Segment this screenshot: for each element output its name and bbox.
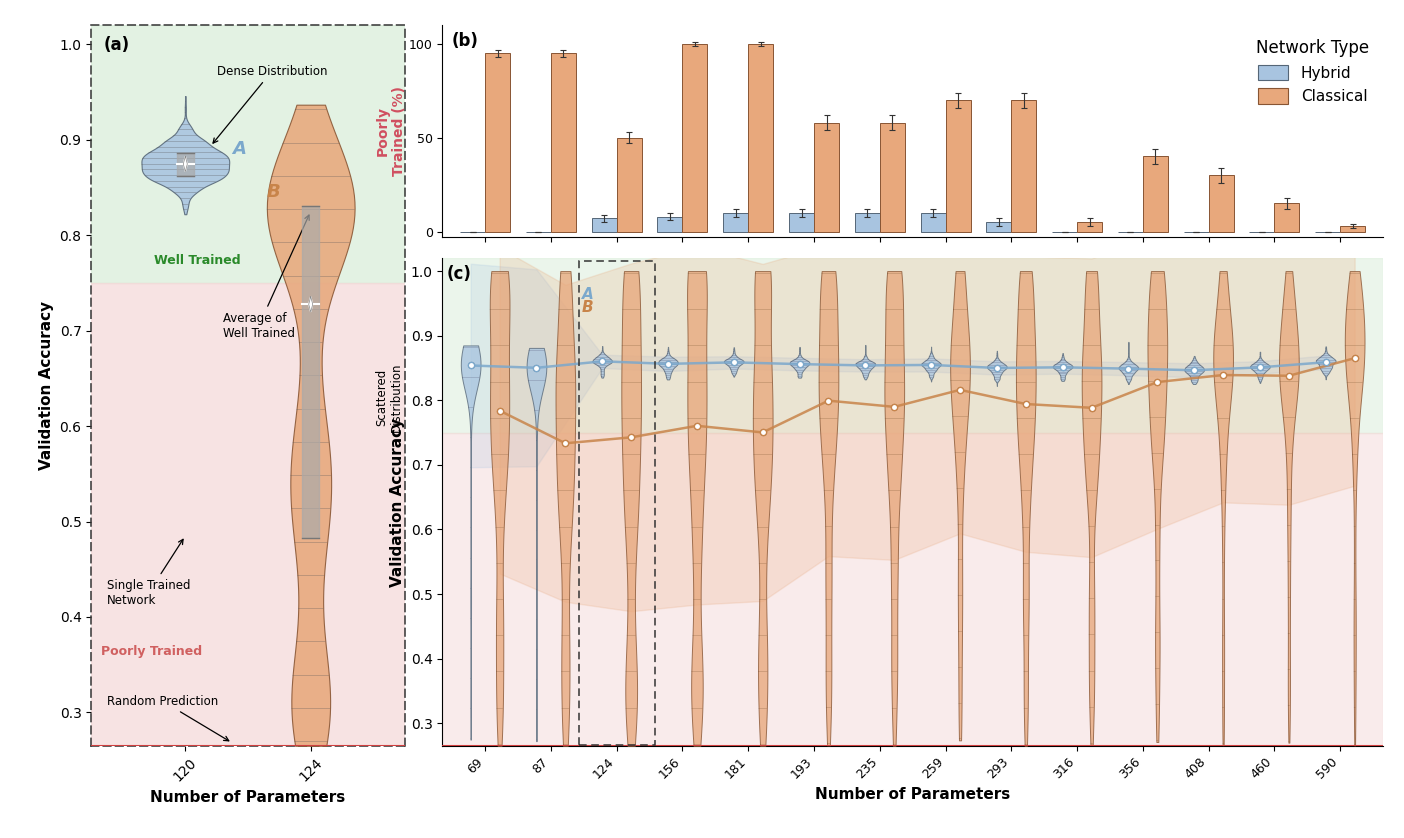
Text: Well Trained: Well Trained [154, 254, 240, 266]
Bar [1275, 204, 1300, 231]
Bar [921, 213, 945, 231]
Bar [880, 122, 904, 231]
Bar [945, 101, 970, 231]
Bar [723, 213, 748, 231]
Bar [550, 54, 576, 231]
Y-axis label: Validation Accuracy: Validation Accuracy [390, 417, 406, 587]
Bar [987, 222, 1011, 231]
Legend: Hybrid, Classical: Hybrid, Classical [1250, 33, 1376, 111]
Text: Average of
Well Trained: Average of Well Trained [223, 215, 309, 339]
Text: (a): (a) [104, 36, 131, 54]
Bar [814, 122, 840, 231]
Y-axis label: Validation Accuracy: Validation Accuracy [39, 301, 53, 470]
Bar [789, 213, 814, 231]
Text: A: A [581, 287, 594, 303]
Bar [91, 283, 404, 746]
Bar [855, 213, 880, 231]
Text: A: A [232, 140, 246, 158]
X-axis label: Number of Parameters: Number of Parameters [150, 789, 345, 804]
Bar [1143, 157, 1168, 231]
Bar [486, 54, 510, 231]
Text: (c): (c) [446, 266, 472, 283]
Text: Single Trained
Network: Single Trained Network [107, 540, 191, 607]
Bar [1341, 226, 1365, 231]
Bar [591, 219, 616, 231]
Text: Dense Distribution: Dense Distribution [213, 65, 327, 143]
Text: Scattered
Distribution: Scattered Distribution [375, 363, 403, 432]
Y-axis label: Poorly
Trained (%): Poorly Trained (%) [376, 86, 406, 176]
Bar [748, 44, 774, 231]
Bar [616, 137, 642, 231]
Polygon shape [184, 157, 187, 172]
Text: (b): (b) [452, 32, 479, 49]
Bar [682, 44, 708, 231]
X-axis label: Number of Parameters: Number of Parameters [816, 787, 1011, 802]
Bar [1011, 101, 1036, 231]
Bar [442, 258, 1383, 432]
Polygon shape [309, 297, 313, 312]
Bar [91, 25, 404, 283]
Text: B: B [581, 300, 594, 315]
Bar [177, 153, 194, 176]
Text: Random Prediction: Random Prediction [107, 695, 229, 741]
Bar [1209, 175, 1234, 231]
Bar [302, 206, 319, 538]
Bar [657, 216, 682, 231]
Text: B: B [267, 183, 281, 200]
Text: Poorly Trained: Poorly Trained [101, 645, 202, 658]
Bar [1077, 222, 1102, 231]
Bar [442, 432, 1383, 746]
